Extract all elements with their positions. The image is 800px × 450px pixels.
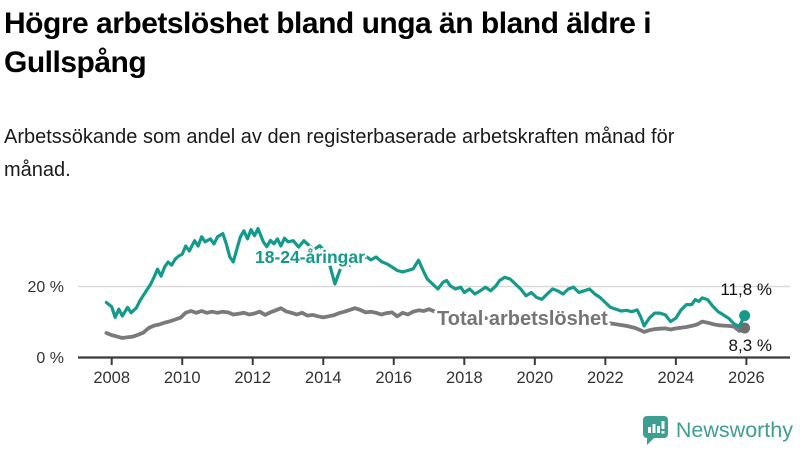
end-value-label-total: 8,3 % <box>728 336 772 355</box>
brand-name: Newsworthy <box>675 418 793 442</box>
x-tick-label: 2008 <box>93 369 130 387</box>
x-tick-label: 2020 <box>516 369 553 387</box>
series-end-dot-youth <box>739 310 751 322</box>
series-end-dot-total <box>739 322 751 334</box>
x-tick-label: 2018 <box>446 369 483 387</box>
x-tick-label: 2016 <box>375 369 412 387</box>
x-tick-label: 2012 <box>234 369 271 387</box>
y-tick-label: 0 % <box>36 350 64 367</box>
y-tick-label: 20 % <box>28 279 64 296</box>
series-line-youth <box>104 227 747 329</box>
series-label-total: Total arbetslöshet <box>437 308 608 330</box>
end-value-label-youth: 11,8 % <box>720 280 772 299</box>
chart-subtitle: Arbetssökande som andel av den registerb… <box>4 126 675 181</box>
x-tick-label: 2022 <box>587 369 624 387</box>
x-tick-label: 2026 <box>728 369 765 387</box>
x-tick-label: 2014 <box>305 369 342 387</box>
series-label-youth: 18-24-åringar <box>255 247 365 267</box>
newsworthy-bubble-barchart-icon <box>642 416 668 445</box>
x-tick-label: 2010 <box>164 369 201 387</box>
series-line-total <box>104 306 747 340</box>
newsworthy-logo: Newsworthy <box>642 416 793 445</box>
page-title: Högre arbetslöshet bland unga än bland ä… <box>4 7 652 79</box>
x-tick-label: 2024 <box>658 369 695 387</box>
